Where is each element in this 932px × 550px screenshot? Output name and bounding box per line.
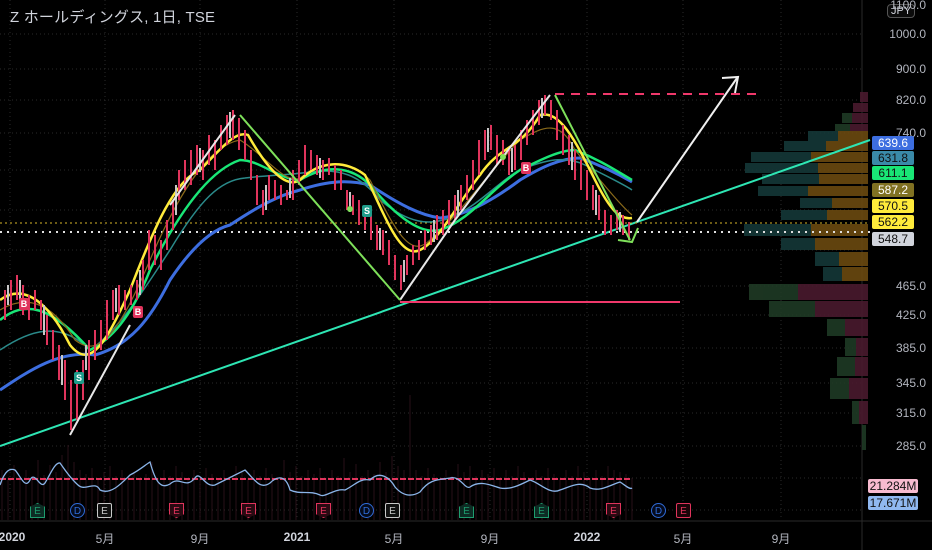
time-tick: 9月 (190, 532, 210, 546)
signal-markers: B B S S B (19, 154, 531, 384)
ascending-trendline (0, 139, 871, 447)
price-tag-ma-yellow: 570.5 (872, 199, 914, 213)
earnings-event-icon[interactable]: E (30, 503, 45, 518)
ma-teal (0, 158, 633, 351)
price-tick: 1100.0 (890, 0, 926, 12)
price-tick: 820.0 (895, 93, 926, 107)
svg-text:B: B (523, 163, 530, 173)
price-tick: 285.0 (895, 439, 926, 453)
time-tick: 2021 (283, 530, 311, 544)
price-tick: 465.0 (895, 279, 926, 293)
earnings-event-icon[interactable]: E (169, 503, 184, 518)
earnings-event-icon[interactable]: E (676, 503, 691, 518)
volume-tag-1: 21.284M (868, 479, 918, 493)
earnings-event-icon[interactable]: E (534, 503, 549, 518)
volume-tag-2: 17.671M (868, 496, 918, 510)
dividend-event-icon[interactable]: D (70, 503, 85, 518)
earnings-event-icon[interactable]: E (316, 503, 331, 518)
time-tick: 5月 (384, 532, 404, 546)
price-tag-ma-long: 639.6 (872, 136, 914, 150)
volume-oscillator (0, 461, 633, 497)
time-tick: 5月 (95, 532, 115, 546)
earnings-event-icon[interactable]: E (241, 503, 256, 518)
price-tick: 900.0 (895, 62, 926, 76)
price-tick: 315.0 (895, 406, 926, 420)
earnings-event-icon[interactable]: E (606, 503, 621, 518)
time-tick: 2022 (573, 530, 601, 544)
earnings-event-icon[interactable]: E (459, 503, 474, 518)
price-tick: 425.0 (895, 308, 926, 322)
earnings-event-icon[interactable]: E (97, 503, 112, 518)
ma-green (0, 148, 633, 352)
time-tick: 9月 (771, 532, 791, 546)
volume-profile (744, 92, 868, 450)
ma-long (0, 156, 633, 392)
svg-text:S: S (364, 206, 370, 216)
time-tick: 5月 (673, 532, 693, 546)
earnings-event-icon[interactable]: E (385, 503, 400, 518)
price-tick: 385.0 (895, 341, 926, 355)
price-tag-ma-olive: 587.2 (872, 183, 914, 197)
dividend-event-icon[interactable]: D (651, 503, 666, 518)
currency-badge[interactable]: JPY (887, 4, 916, 18)
svg-text:S: S (76, 373, 82, 383)
price-tag-level: 562.2 (872, 215, 914, 229)
projection-arrow (636, 77, 738, 223)
price-tag-ma-teal: 631.8 (872, 151, 914, 165)
dividend-event-icon[interactable]: D (359, 503, 374, 518)
svg-text:B: B (21, 299, 28, 309)
svg-text:B: B (135, 307, 142, 317)
price-tag-last: 548.7 (872, 232, 914, 246)
volume-bars (1, 395, 633, 520)
price-tag-ma-green: 611.1 (872, 166, 914, 180)
candlesticks (4, 95, 630, 430)
symbol-title[interactable]: Z ホールディングス, 1日, TSE (10, 9, 216, 26)
ma-yellow (0, 113, 633, 356)
price-tick: 345.0 (895, 376, 926, 390)
time-tick: 2020 (0, 530, 26, 544)
price-tick: 1000.0 (889, 27, 926, 41)
time-tick: 9月 (480, 532, 500, 546)
